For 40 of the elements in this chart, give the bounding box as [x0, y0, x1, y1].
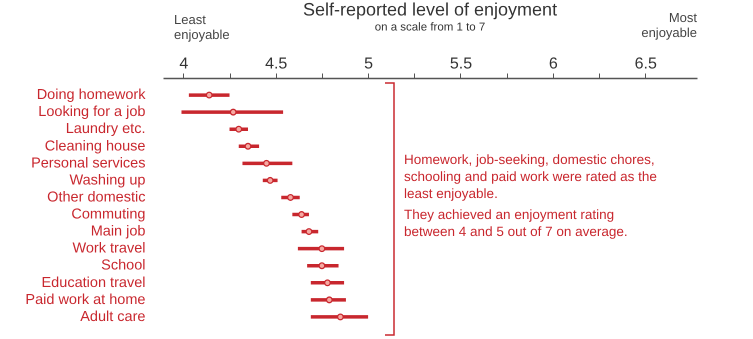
y-tick-label: Work travel	[72, 240, 146, 257]
x-tick-label: 5	[364, 56, 374, 72]
point	[305, 228, 312, 236]
point	[318, 245, 326, 252]
y-tick-label: Other domestic	[47, 189, 146, 206]
point	[235, 126, 242, 133]
point	[266, 176, 274, 184]
x-tick-label: 6	[548, 56, 558, 72]
annotation: Homework, job-seeking, domestic chores, schooling and paid work were rated as the least enjoyable.	[404, 151, 658, 202]
point	[206, 92, 213, 99]
y-tick-label: Adult care	[80, 308, 146, 325]
x-tick-label: 4	[179, 56, 188, 72]
y-tick-label: School	[101, 258, 146, 274]
y-tick-label: Cleaning house	[44, 138, 146, 154]
y-tick-label: Doing homework	[36, 87, 146, 104]
point	[262, 160, 270, 167]
y-tick-label: Washing up	[69, 172, 146, 188]
point	[326, 296, 333, 304]
y-tick-label: Education travel	[42, 274, 146, 291]
point	[324, 279, 331, 286]
y-tick-label: Personal services	[31, 155, 146, 172]
chart-title: Self-reported level of enjoyment	[302, 0, 558, 20]
point	[336, 313, 344, 320]
point	[298, 211, 306, 218]
annotation: They achieved an enjoyment rating between 4 and 5 out of 7 on average.	[404, 206, 629, 240]
point	[230, 108, 237, 116]
y-tick-label: Commuting	[71, 206, 146, 223]
x-tick-label: 4.5	[265, 56, 288, 72]
y-tick-label: Paid work at home	[25, 292, 146, 308]
point	[244, 142, 252, 150]
y-tick-label: Laundry etc.	[66, 121, 146, 138]
y-tick-label: Main job	[90, 224, 146, 240]
x-tick-label: 5.5	[450, 56, 472, 72]
y-tick-label: Looking for a job	[38, 104, 146, 120]
point	[318, 262, 326, 270]
chart-subtitle: on a scale from 1 to 7	[374, 22, 486, 34]
text: Most enjoyable	[640, 10, 697, 40]
x-tick-label: 6.5	[634, 56, 657, 72]
point	[287, 194, 294, 201]
text: Least enjoyable	[174, 12, 231, 42]
